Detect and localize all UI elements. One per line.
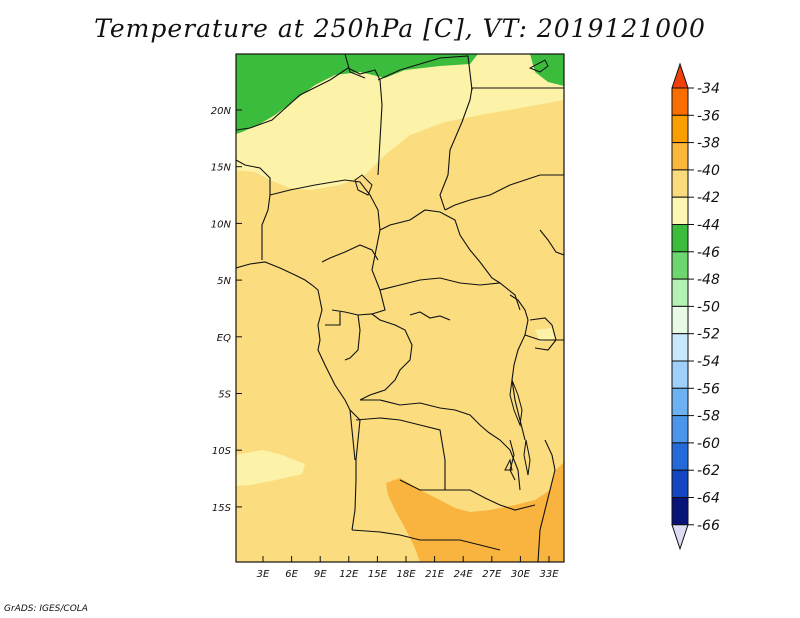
- colorbar-swatch: [671, 333, 689, 362]
- map-plot-area: [236, 54, 564, 562]
- lon-label: 18E: [396, 569, 416, 580]
- lon-axis-labels: 3E 6E 9E 12E 15E 18E 21E 24E 27E 30E 33E: [257, 569, 560, 580]
- colorbar-swatch: [671, 142, 689, 171]
- colorbar-swatch: [671, 469, 689, 499]
- lon-label: 9E: [314, 569, 327, 580]
- colorbar-swatch: [671, 497, 689, 526]
- colorbar-label: -56: [697, 381, 720, 397]
- colorbar-label: -40: [697, 163, 720, 179]
- colorbar-label: -66: [697, 518, 720, 534]
- lon-label: 12E: [339, 569, 359, 580]
- colorbar-swatch: [671, 524, 689, 551]
- colorbar-swatch: [671, 196, 689, 225]
- temp-fill-minus38: [386, 462, 564, 562]
- temp-fill-minus42-patch: [236, 450, 305, 486]
- colorbar-label: -44: [697, 218, 720, 234]
- lon-label: 6E: [285, 569, 298, 580]
- colorbar-swatch: [671, 278, 689, 307]
- colorbar-label: -42: [697, 190, 720, 206]
- lon-label: 30E: [511, 569, 531, 580]
- lon-label: 24E: [454, 569, 474, 580]
- lon-label: 3E: [257, 569, 270, 580]
- lat-label: 10S: [212, 446, 232, 457]
- colorbar-swatch: [671, 224, 689, 253]
- lat-label: 20N: [211, 106, 232, 117]
- colorbar-label: -46: [697, 245, 720, 261]
- colorbar-label: -48: [697, 272, 720, 288]
- axis-ticks: [236, 109, 550, 562]
- colorbar-label: -62: [697, 463, 720, 479]
- lat-label: 10N: [211, 219, 232, 230]
- colorbar-swatch: [671, 305, 689, 335]
- colorbar-label: -64: [697, 491, 720, 507]
- colorbar-swatch: [671, 387, 689, 417]
- colorbar-label: -50: [697, 299, 720, 315]
- lat-label: EQ: [217, 333, 231, 344]
- colorbar-label: -58: [697, 409, 720, 425]
- colorbar-swatch: [671, 87, 689, 116]
- lat-axis-labels: 20N 15N 10N 5N EQ 5S 10S 15S: [211, 106, 232, 514]
- colorbar-label: -36: [697, 108, 720, 124]
- lon-label: 33E: [539, 569, 559, 580]
- temp-fill-minus46: [236, 54, 478, 134]
- colorbar-swatch: [671, 62, 689, 89]
- colorbar-label: -60: [697, 436, 720, 452]
- lat-label: 15S: [212, 503, 232, 514]
- map-frame: [235, 53, 565, 563]
- colorbar-swatch: [671, 360, 689, 389]
- colorbar-swatch: [671, 442, 689, 471]
- colorbar-swatch: [671, 169, 689, 198]
- lat-label: 5S: [218, 390, 231, 401]
- lon-label: 15E: [368, 569, 388, 580]
- colorbar-label: -34: [697, 81, 720, 97]
- lakes: [354, 59, 549, 476]
- colorbar-label: -54: [697, 354, 720, 370]
- lon-label: 27E: [482, 569, 502, 580]
- colorbar-swatch: [671, 415, 689, 444]
- chart-title: Temperature at 250hPa [C], VT: 201912100…: [94, 14, 706, 43]
- grads-credit: GrADS: IGES/COLA: [4, 604, 88, 614]
- country-borders: [236, 54, 564, 562]
- colorbar: -34 -36 -38 -40 -42 -44 -46 -48 -50 -52 -54 -56 -58 -…: [671, 62, 720, 551]
- colorbar-label: -38: [697, 136, 720, 152]
- lat-label: 5N: [217, 276, 231, 287]
- colorbar-swatch: [671, 114, 689, 144]
- temp-fill-minus46-east: [530, 54, 564, 86]
- lon-label: 21E: [425, 569, 445, 580]
- temp-fill-minus42-patch-east: [535, 328, 556, 342]
- colorbar-swatch: [671, 251, 689, 280]
- colorbar-label: -52: [697, 327, 720, 343]
- lat-label: 15N: [211, 163, 232, 174]
